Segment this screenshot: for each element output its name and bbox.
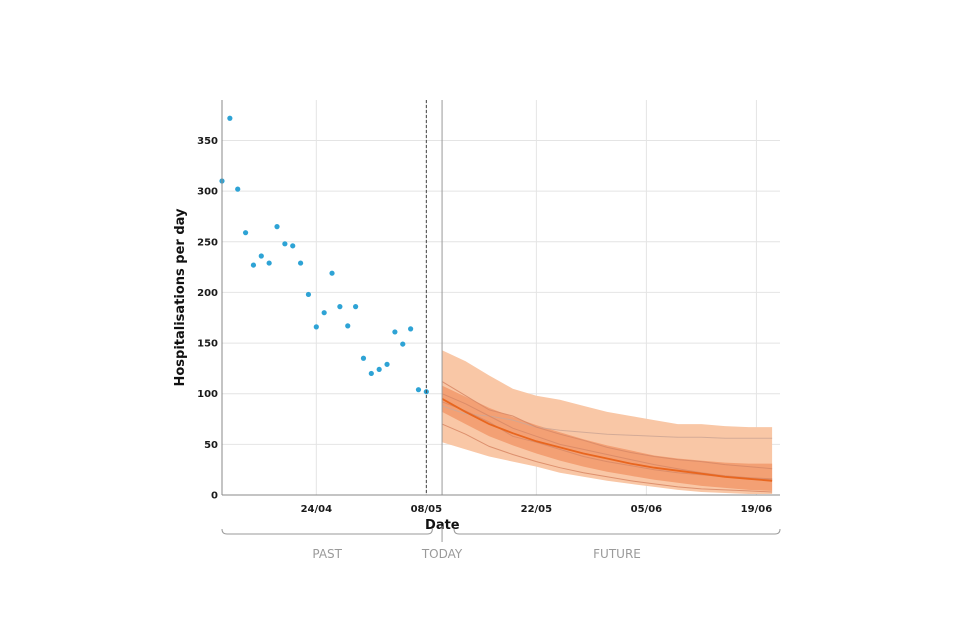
x-tick-label: 22/05 xyxy=(521,504,553,515)
timeline-phases: PAST TODAY FUTURE xyxy=(221,526,781,561)
date-markers xyxy=(425,100,443,495)
x-tick-label: 24/04 xyxy=(301,504,333,515)
observed-point xyxy=(297,260,304,266)
forecast-median-line xyxy=(441,398,773,482)
y-tick-label: 250 xyxy=(197,237,218,248)
x-tick-label: 05/06 xyxy=(631,504,663,515)
observed-point xyxy=(321,310,327,316)
forecast-trajectory-line xyxy=(441,381,773,470)
y-tick-label: 100 xyxy=(197,389,218,400)
observed-point xyxy=(368,370,374,377)
observed-point xyxy=(274,224,280,230)
observed-point xyxy=(337,304,343,310)
observed-point xyxy=(400,341,406,347)
observed-point xyxy=(242,230,249,236)
observed-point xyxy=(345,323,351,329)
observed-point xyxy=(353,304,359,310)
observed-point xyxy=(329,270,335,276)
forecast-trajectory-line xyxy=(441,423,773,493)
tick-labels: 0 50 100 150 200 250 300 350 24/04 08/05 22/05 05/0… xyxy=(197,136,772,515)
axes xyxy=(221,100,780,496)
y-tick-label: 0 xyxy=(211,491,218,502)
observed-point xyxy=(384,361,390,367)
y-tick-label: 300 xyxy=(197,187,218,198)
forecast-trajectories xyxy=(441,381,773,493)
y-tick-label: 150 xyxy=(197,339,218,350)
observed-point xyxy=(360,355,367,361)
forecast-trajectory-line xyxy=(441,405,773,439)
past-brace xyxy=(221,528,433,535)
observed-point xyxy=(250,262,257,268)
phase-label-future: FUTURE xyxy=(593,547,641,561)
y-tick-label: 350 xyxy=(197,136,218,147)
observed-point xyxy=(266,260,272,266)
y-tick-label: 200 xyxy=(197,288,218,299)
observed-point xyxy=(415,387,422,393)
observed-point xyxy=(392,329,398,335)
x-tick-label: 19/06 xyxy=(741,504,773,515)
observed-point xyxy=(290,243,296,249)
observed-point xyxy=(282,241,288,247)
observed-points xyxy=(219,115,429,395)
y-axis-title: Hospitalisations per day xyxy=(173,208,188,387)
x-axis-title: Date xyxy=(425,518,460,533)
forecast-bands xyxy=(442,350,773,494)
observed-point xyxy=(235,186,241,192)
y-tick-label: 50 xyxy=(204,440,218,451)
observed-point xyxy=(258,253,264,259)
x-tick-label: 08/05 xyxy=(411,504,443,515)
forecast-trajectory-line xyxy=(441,393,773,481)
phase-label-past: PAST xyxy=(312,547,342,561)
observed-point xyxy=(376,366,382,373)
future-brace xyxy=(453,528,781,535)
observed-point xyxy=(313,324,319,330)
observed-point xyxy=(305,291,312,298)
inner-interval-band xyxy=(442,385,773,491)
observed-point xyxy=(408,326,414,332)
phase-label-today: TODAY xyxy=(421,547,463,561)
observed-point xyxy=(227,115,233,121)
